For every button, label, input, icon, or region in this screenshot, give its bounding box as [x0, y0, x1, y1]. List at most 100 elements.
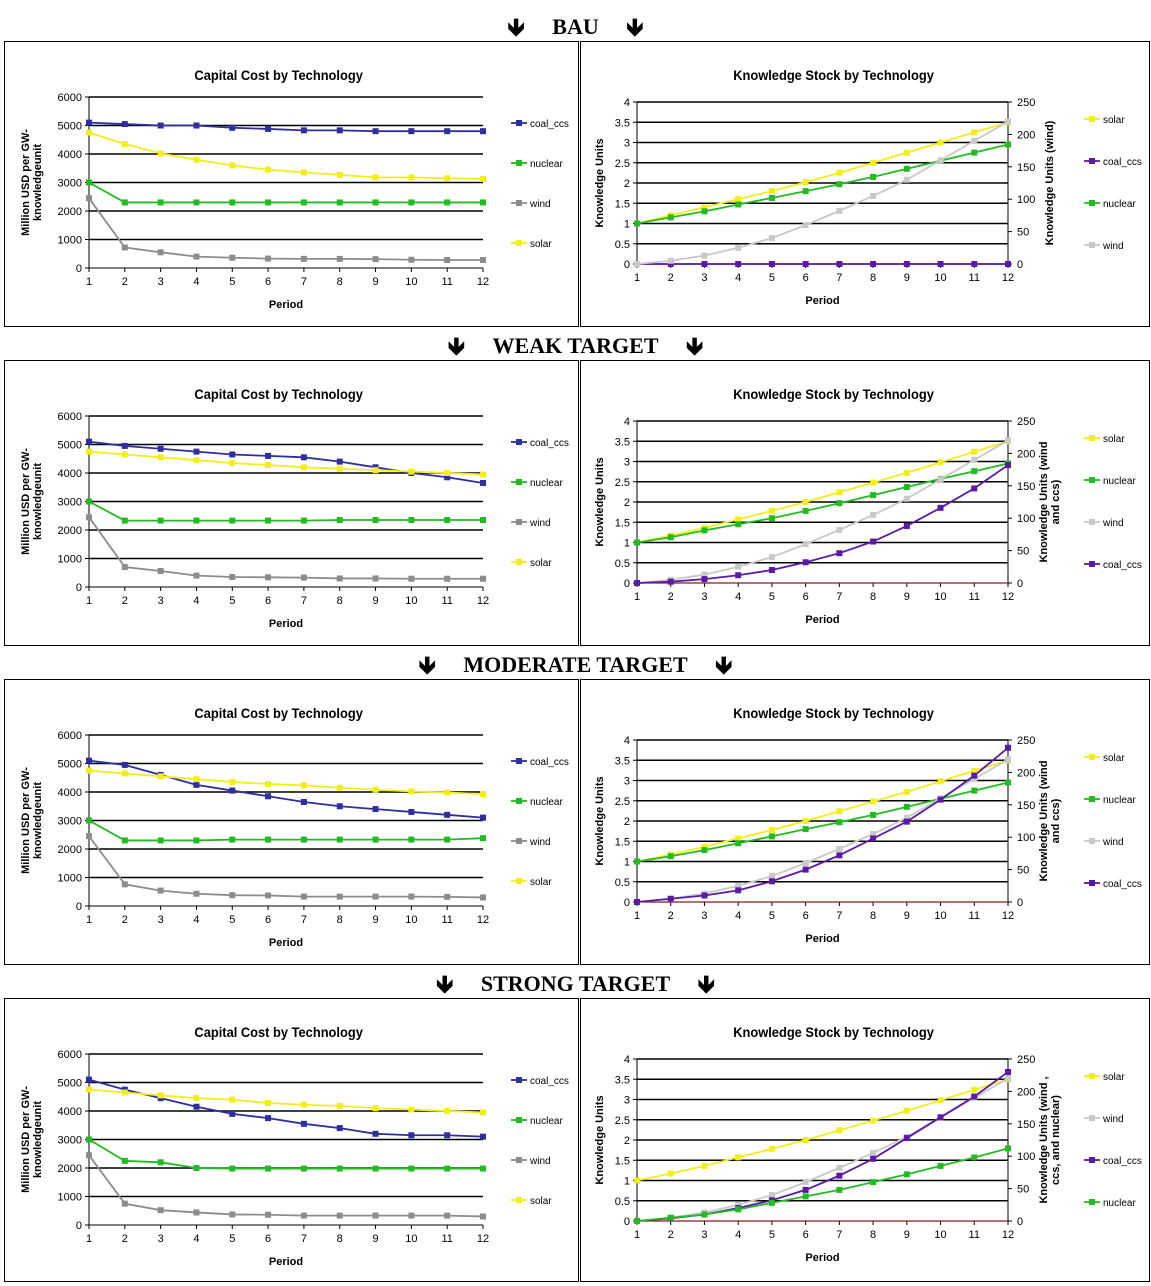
data-point-wind [937, 476, 944, 483]
x-tick-label: 8 [337, 595, 343, 607]
data-point-solar [157, 773, 164, 780]
data-point-solar [971, 767, 978, 774]
data-point-wind [870, 1149, 877, 1156]
data-point-coal_ccs [193, 122, 200, 129]
data-point-nuclear [372, 836, 379, 843]
data-point-nuclear [480, 1165, 486, 1172]
data-point-nuclear [300, 517, 307, 524]
data-point-solar [701, 204, 708, 211]
data-point-coal_ccs [836, 550, 843, 557]
data-point-nuclear [836, 819, 843, 826]
data-point-wind [701, 571, 708, 578]
y2-tick-label: 200 [1017, 1086, 1035, 1098]
data-point-coal_ccs [701, 261, 708, 267]
data-point-wind [336, 575, 343, 582]
data-point-wind [408, 256, 415, 263]
data-point-coal_ccs [667, 578, 674, 585]
data-point-wind [1005, 437, 1011, 444]
data-point-nuclear [336, 1165, 343, 1172]
y-tick-label: 1.5 [615, 1155, 630, 1167]
legend-label: coal_ccs [1103, 560, 1142, 571]
y2-axis-label: Knowledge Units (wind [1038, 761, 1050, 882]
legend-label: coal_ccs [530, 438, 569, 449]
data-point-wind [372, 256, 379, 263]
data-point-solar [444, 1108, 451, 1114]
y-tick-label: 3 [624, 138, 630, 150]
data-point-solar [937, 139, 944, 146]
y-tick-label: 2 [624, 1135, 630, 1147]
data-point-solar [971, 448, 978, 455]
chart-title: Capital Cost by Technology [194, 68, 363, 84]
data-point-nuclear [229, 517, 236, 524]
data-point-solar [768, 188, 775, 195]
data-point-coal_ccs [444, 811, 451, 818]
data-point-coal_ccs [768, 567, 775, 574]
data-point-nuclear [667, 214, 674, 221]
x-tick-label: 3 [701, 910, 707, 922]
data-point-wind [372, 1212, 379, 1219]
data-point-solar [300, 169, 307, 176]
data-point-solar [735, 1154, 742, 1161]
x-tick-label: 6 [803, 910, 809, 922]
data-point-coal_ccs [735, 572, 742, 579]
y2-axis-label: ccs, and nuclear) [1050, 1095, 1062, 1185]
y-tick-label: 2000 [58, 1163, 82, 1175]
data-point-solar [229, 460, 236, 467]
data-point-coal_ccs [480, 128, 486, 135]
data-point-solar [444, 175, 451, 182]
data-point-coal_ccs [768, 261, 775, 267]
series-line-coal_ccs [636, 747, 1009, 903]
data-point-wind [701, 252, 708, 259]
data-point-solar [903, 1107, 910, 1114]
data-point-solar [903, 788, 910, 795]
data-point-wind [903, 176, 910, 183]
data-point-coal_ccs [903, 522, 910, 529]
data-point-coal_ccs [300, 127, 307, 134]
data-point-wind [802, 1179, 809, 1186]
x-tick-label: 8 [337, 1233, 343, 1245]
series-line-coal_ccs [88, 121, 483, 133]
data-point-solar [735, 516, 742, 523]
y-tick-label: 0.5 [615, 877, 630, 889]
data-point-wind [193, 1209, 200, 1216]
y-axis-label: Knowledge Units [594, 776, 606, 865]
section-header-moderate-target: 🡻 MODERATE TARGET 🡻 [0, 650, 1151, 678]
y2-tick-label: 250 [1017, 416, 1035, 428]
data-point-nuclear [86, 817, 92, 824]
down-arrow-icon: 🡻 [447, 331, 465, 360]
data-point-nuclear [480, 835, 486, 842]
x-tick-label: 11 [441, 595, 452, 607]
data-point-wind [444, 1212, 451, 1219]
knowledge-stock-chart-weak: Knowledge Stock by Technology 0 0.5 1 1.5 2 2.… [580, 360, 1150, 646]
series-line-nuclear [636, 1147, 1009, 1222]
y-axis-label: Million USD per GW- [20, 129, 32, 236]
data-point-solar [802, 179, 809, 186]
legend-label: wind [1102, 518, 1124, 529]
legend-marker-nuclear [516, 798, 522, 804]
x-tick-label: 8 [337, 276, 343, 288]
data-point-nuclear [121, 1157, 128, 1164]
x-tick-label: 5 [769, 910, 775, 922]
data-point-wind [336, 893, 343, 900]
data-point-wind [870, 192, 877, 199]
y-tick-label: 1.5 [615, 198, 630, 210]
data-point-coal_ccs [193, 448, 200, 455]
data-point-nuclear [86, 498, 92, 505]
data-point-coal_ccs [634, 899, 640, 905]
data-point-nuclear [836, 181, 843, 188]
data-point-wind [408, 1212, 415, 1219]
x-tick-label: 5 [229, 1233, 235, 1245]
legend-marker-wind [516, 200, 522, 206]
data-point-coal_ccs [229, 451, 236, 458]
data-point-nuclear [408, 517, 415, 524]
x-tick-label: 1 [86, 914, 92, 926]
y-tick-label: 5000 [58, 440, 82, 452]
data-point-nuclear [701, 527, 708, 534]
section-title: WEAK TARGET [492, 332, 659, 358]
data-point-solar [937, 1097, 944, 1104]
y2-tick-label: 0 [1017, 1216, 1023, 1228]
y-tick-label: 4 [624, 1054, 630, 1066]
x-tick-label: 11 [969, 910, 980, 922]
legend-label: coal_ccs [530, 757, 569, 768]
data-point-coal_ccs [1005, 1068, 1011, 1075]
